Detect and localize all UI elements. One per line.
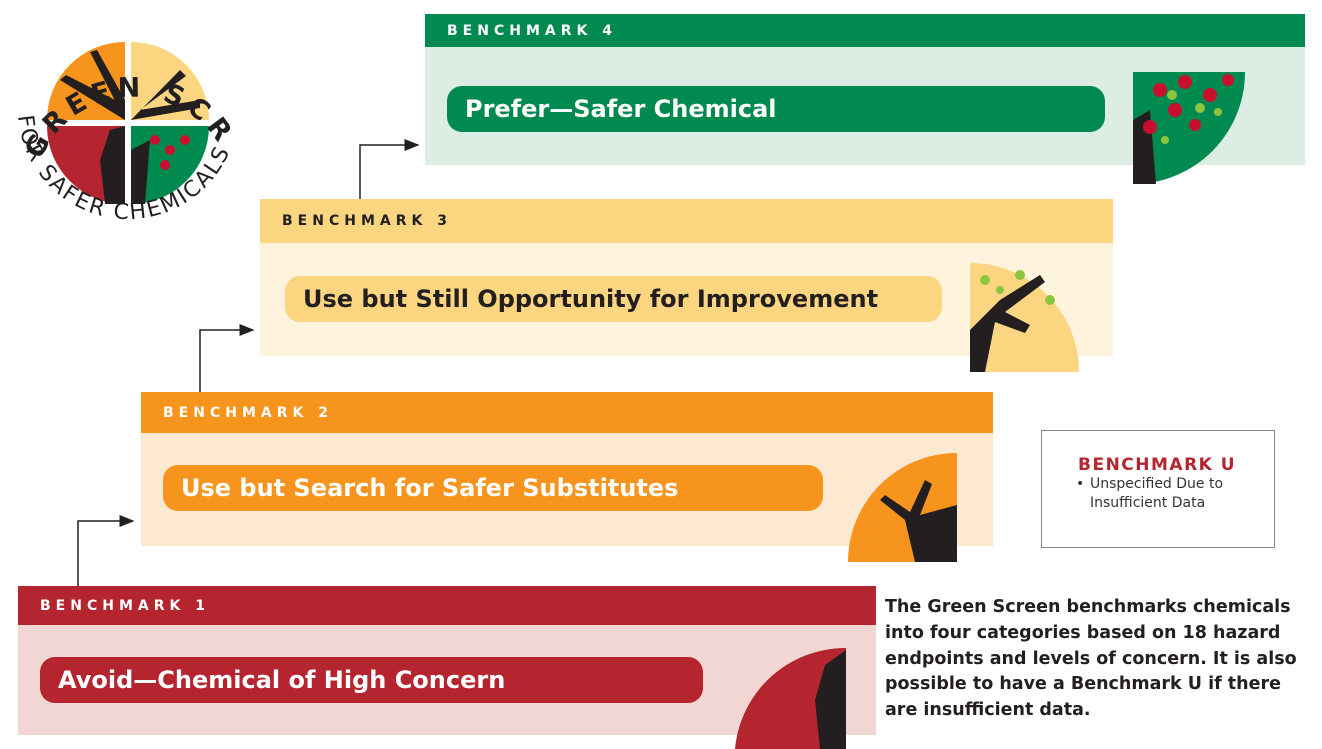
benchmark-1-icon <box>735 648 846 749</box>
page: {"logo":{"top_text":"GREEN SCREEN","bott… <box>0 0 1322 749</box>
benchmark-3-icon <box>970 263 1079 372</box>
benchmark-2-icon <box>848 453 957 562</box>
benchmark-4-icon <box>1133 72 1245 184</box>
logo: GREEN SCREEN FOR SAFER CHEMICALS <box>0 0 241 225</box>
graphics: GREEN SCREEN FOR SAFER CHEMICALS <box>0 0 1322 749</box>
